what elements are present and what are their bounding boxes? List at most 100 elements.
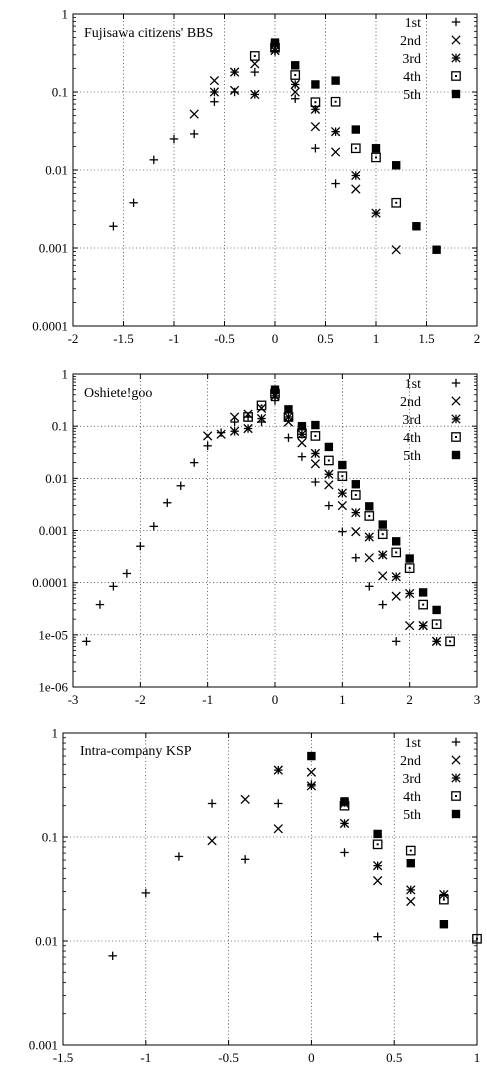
marker-3rd: [256, 413, 267, 424]
marker-3rd: [439, 889, 449, 900]
marker-1st: [207, 799, 217, 808]
grid-lines: [63, 733, 477, 1045]
x-tick-label: 3: [474, 692, 481, 707]
chart-title: Fujisawa citizens' BBS: [84, 26, 213, 41]
marker-1st: [373, 932, 382, 941]
marker-5th: [371, 144, 381, 153]
legend-label-4th: 4th: [403, 790, 421, 805]
y-tick-label: 0.0001: [32, 319, 68, 334]
legend-label-5th: 5th: [403, 449, 421, 464]
marker-5th: [432, 245, 441, 254]
marker-5th: [392, 161, 401, 170]
marker-5th: [351, 480, 360, 489]
y-tick-label: 0.1: [52, 419, 68, 434]
marker-1st: [149, 522, 158, 531]
marker-4th: [249, 51, 260, 61]
grid-lines: [73, 374, 477, 687]
x-tick-label: 0: [272, 331, 279, 346]
marker-2nd: [306, 767, 317, 777]
legend-label-2nd: 2nd: [400, 34, 421, 49]
marker-5th: [270, 38, 280, 47]
legend-marker-2nd: [451, 396, 461, 406]
x-tick-label: 1.5: [418, 331, 434, 346]
data-marks: [82, 385, 455, 647]
data-marks: [109, 38, 441, 255]
marker-1st: [190, 458, 199, 467]
legend-marker-3rd: [451, 773, 461, 783]
marker-5th: [291, 61, 300, 70]
marker-1st: [174, 852, 184, 861]
marker-1st: [210, 97, 219, 106]
marker-4th: [324, 455, 334, 466]
marker-3rd: [406, 885, 416, 895]
marker-5th: [311, 420, 320, 430]
y-tick-label: 1: [62, 7, 69, 22]
axis-ticks: -2 -1.5 -1 -0.5 0 0.5 1 1.5 2 1 0.1 0.01 0.001 0.0001: [32, 7, 480, 347]
marker-3rd: [229, 67, 240, 77]
marker-1st: [230, 87, 239, 97]
marker-2nd: [324, 480, 334, 490]
marker-5th: [340, 797, 349, 806]
marker-4th: [371, 152, 381, 163]
marker-3rd: [229, 426, 240, 436]
marker-2nd: [337, 500, 347, 511]
x-tick-label: -2: [68, 331, 79, 346]
marker-4th: [350, 143, 361, 154]
marker-2nd: [297, 438, 307, 448]
marker-2nd: [310, 459, 321, 469]
plot-frame: [62, 732, 478, 1046]
marker-4th: [290, 70, 301, 80]
marker-1st: [203, 441, 212, 451]
marker-1st: [365, 582, 374, 591]
marker-1st: [284, 433, 293, 442]
marker-3rd: [418, 620, 428, 631]
marker-2nd: [310, 121, 321, 132]
legend-label-5th: 5th: [403, 808, 421, 823]
marker-1st: [109, 582, 118, 591]
marker-1st: [95, 600, 105, 609]
marker-2nd: [250, 59, 260, 69]
x-tick-label: 2: [406, 692, 413, 707]
marker-1st: [351, 553, 360, 562]
marker-2nd: [372, 876, 383, 886]
legend-label-2nd: 2nd: [400, 754, 421, 769]
marker-1st: [250, 67, 259, 77]
marker-1st: [311, 477, 320, 487]
marker-1st: [340, 848, 349, 857]
legend-label-3rd: 3rd: [402, 52, 421, 67]
y-tick-label: 0.01: [35, 934, 58, 949]
x-tick-label: -0.5: [214, 331, 235, 346]
legend-marker-4th: [451, 71, 461, 81]
x-tick-label: -3: [68, 692, 79, 707]
x-tick-label: -1.5: [53, 1050, 74, 1065]
marker-1st: [169, 134, 179, 144]
marker-1st: [163, 498, 172, 507]
y-tick-label: 1e-05: [38, 627, 68, 642]
marker-3rd: [273, 765, 283, 775]
marker-4th: [256, 400, 267, 411]
marker-4th: [472, 933, 482, 944]
marker-4th: [330, 96, 341, 107]
marker-4th: [405, 845, 416, 856]
legend-marker-5th: [451, 450, 461, 460]
marker-2nd: [229, 412, 240, 422]
x-tick-label: -1: [140, 1050, 151, 1065]
legend: 1st 2nd 3rd 4th 5th: [400, 736, 461, 823]
x-tick-label: 0.5: [317, 331, 333, 346]
marker-5th: [311, 80, 320, 89]
marker-3rd: [330, 127, 341, 137]
marker-5th: [338, 460, 347, 470]
y-tick-label: 0.001: [39, 241, 68, 256]
legend-marker-1st: [451, 378, 461, 388]
marker-4th: [310, 97, 321, 108]
marker-5th: [270, 385, 280, 394]
data-marks: [108, 751, 482, 961]
marker-2nd: [290, 87, 300, 97]
marker-3rd: [339, 818, 350, 829]
marker-4th: [404, 563, 415, 573]
marker-4th: [350, 490, 361, 500]
marker-4th: [337, 471, 348, 482]
y-tick-label: 0.01: [45, 471, 68, 486]
marker-3rd: [431, 636, 442, 647]
marker-3rd: [351, 170, 361, 181]
